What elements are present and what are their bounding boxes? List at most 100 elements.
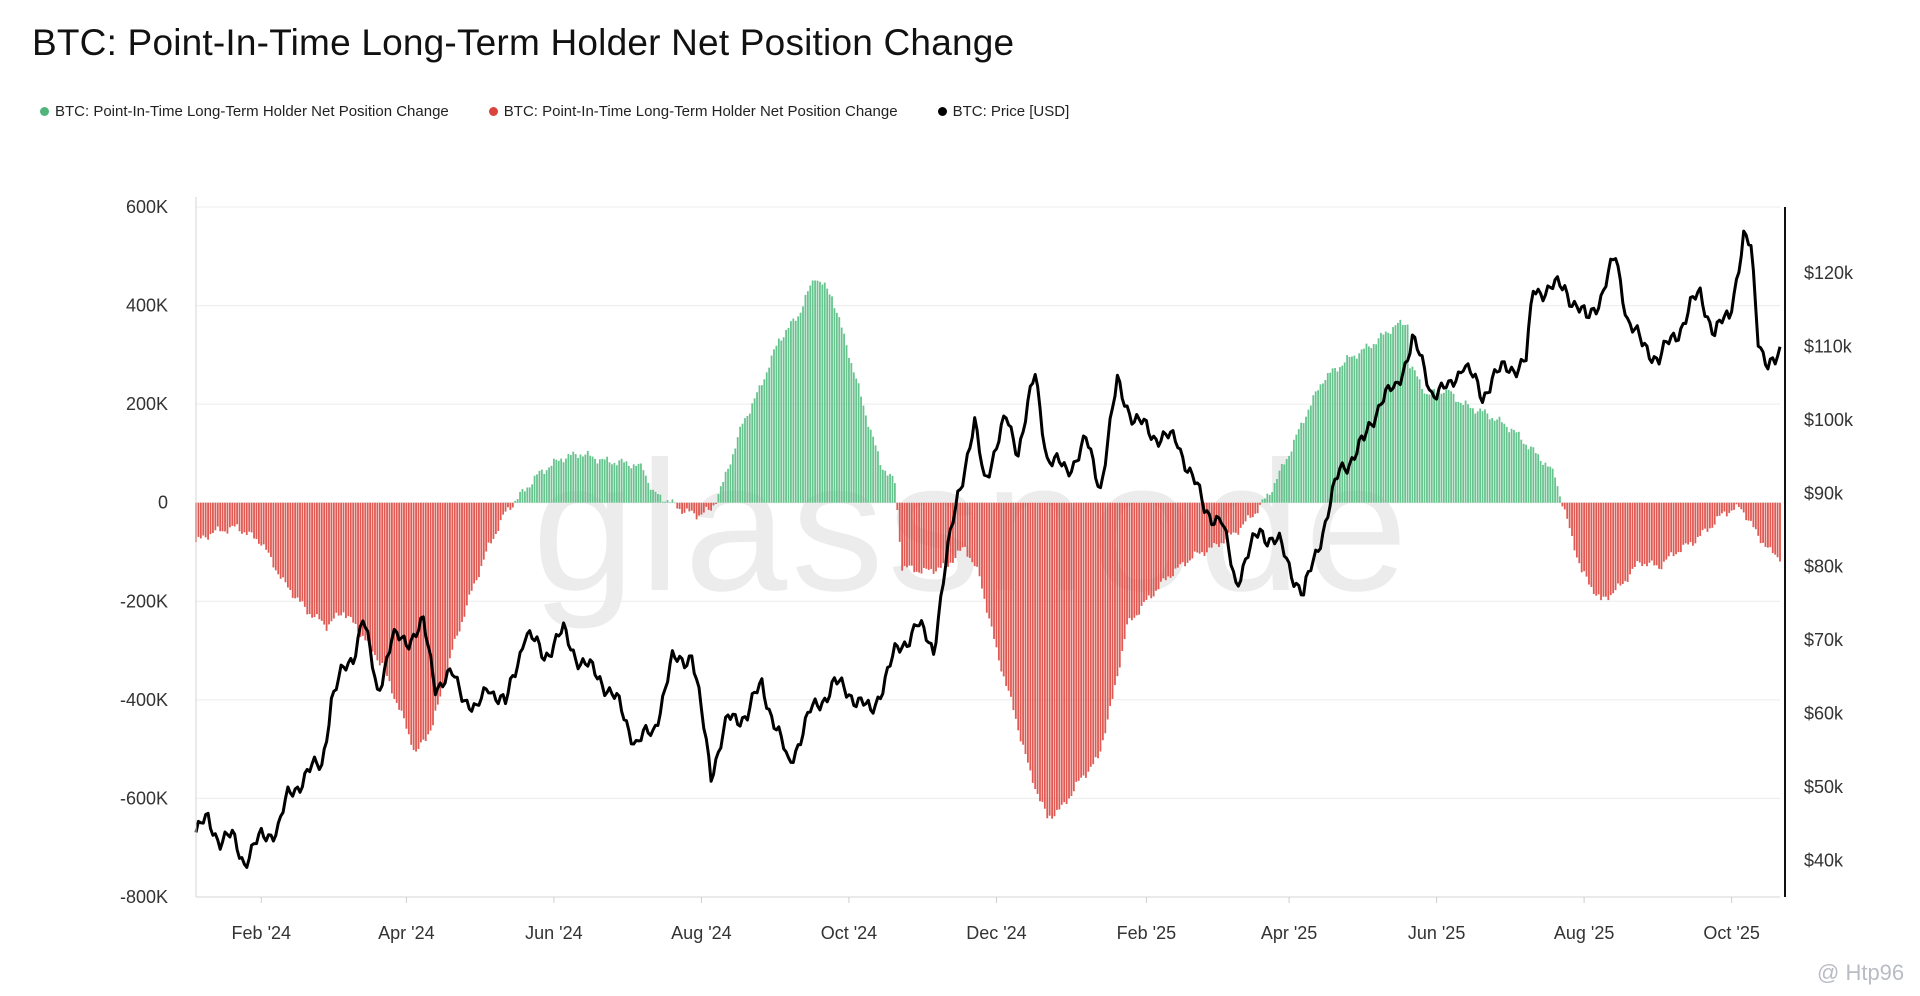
net-position-bar bbox=[695, 502, 698, 520]
net-position-bar bbox=[1537, 454, 1540, 503]
net-position-bar bbox=[439, 502, 442, 697]
net-position-bar bbox=[1218, 502, 1220, 548]
net-position-bar bbox=[378, 502, 381, 666]
x-axis-labels: Feb '24 Apr '24 Jun '24 Aug '24 Oct '24 Dec '… bbox=[232, 897, 1760, 943]
net-position-bar bbox=[1242, 502, 1245, 525]
net-position-bar bbox=[1133, 502, 1136, 618]
net-position-bar bbox=[1256, 502, 1259, 514]
net-position-bar bbox=[698, 502, 700, 516]
net-position-bar bbox=[1575, 502, 1578, 558]
x-tick-label: Feb '24 bbox=[232, 923, 291, 943]
net-position-bar bbox=[1542, 464, 1544, 503]
legend-item-green[interactable]: BTC: Point-In-Time Long-Term Holder Net … bbox=[40, 103, 449, 120]
net-position-bar bbox=[850, 363, 853, 503]
net-position-bar bbox=[1353, 355, 1356, 503]
net-position-bar bbox=[666, 500, 669, 503]
net-position-bar bbox=[569, 455, 572, 503]
y-right-tick-label: $110k bbox=[1804, 336, 1853, 356]
net-position-bar bbox=[1631, 502, 1634, 569]
net-position-bar bbox=[598, 459, 601, 503]
net-position-bar bbox=[485, 502, 488, 552]
net-position-bar bbox=[1723, 502, 1726, 512]
net-position-bar bbox=[1641, 502, 1644, 567]
net-position-bar bbox=[1556, 486, 1559, 503]
net-position-bar bbox=[1300, 422, 1303, 503]
net-position-bar bbox=[1075, 502, 1078, 782]
net-position-bar bbox=[243, 502, 246, 533]
net-position-bar bbox=[1150, 502, 1153, 599]
net-position-bar bbox=[359, 502, 362, 637]
net-position-bar bbox=[1174, 502, 1177, 569]
net-position-bar bbox=[197, 502, 200, 537]
net-position-bar bbox=[1014, 502, 1017, 719]
net-position-bar bbox=[1476, 411, 1479, 503]
net-position-bar bbox=[1341, 365, 1344, 503]
net-position-bar bbox=[1706, 502, 1709, 532]
net-position-bar bbox=[461, 502, 463, 622]
net-position-bar bbox=[1515, 432, 1518, 503]
net-position-bar bbox=[1767, 502, 1769, 548]
net-position-bar bbox=[231, 502, 234, 526]
net-position-bar bbox=[1638, 502, 1641, 563]
net-position-bar bbox=[328, 502, 330, 625]
net-position-bar bbox=[906, 502, 908, 568]
net-position-bar bbox=[855, 378, 858, 503]
net-position-bar bbox=[1302, 423, 1305, 503]
net-position-bar bbox=[1508, 432, 1511, 503]
net-position-bar bbox=[1711, 502, 1714, 528]
net-position-bar bbox=[985, 502, 988, 613]
legend-item-price[interactable]: BTC: Price [USD] bbox=[937, 103, 1069, 120]
net-position-bar bbox=[1389, 333, 1392, 503]
net-position-bar bbox=[393, 502, 396, 699]
net-position-bar bbox=[1566, 502, 1569, 519]
net-position-bar bbox=[1430, 389, 1433, 503]
net-position-bar bbox=[1080, 502, 1083, 778]
net-position-bar bbox=[1580, 502, 1583, 573]
net-position-bar bbox=[1375, 344, 1378, 503]
net-position-bar bbox=[601, 458, 604, 503]
net-position-bar bbox=[1060, 502, 1063, 805]
net-position-bar bbox=[1607, 502, 1610, 601]
price-line bbox=[194, 229, 1782, 869]
net-position-bar bbox=[1191, 502, 1194, 559]
net-position-bar bbox=[671, 499, 674, 503]
net-position-bar bbox=[821, 284, 824, 503]
net-position-bar bbox=[1135, 502, 1138, 616]
net-position-bar bbox=[403, 502, 405, 719]
net-position-bar bbox=[1283, 464, 1286, 503]
legend-item-red[interactable]: BTC: Point-In-Time Long-Term Holder Net … bbox=[488, 103, 898, 120]
net-position-bar bbox=[988, 502, 991, 619]
net-position-bar bbox=[216, 502, 219, 527]
net-position-bar bbox=[678, 502, 681, 509]
axes bbox=[195, 197, 1786, 898]
net-position-bar bbox=[1227, 502, 1230, 533]
net-position-bar bbox=[1428, 394, 1431, 503]
net-position-bar bbox=[848, 357, 850, 503]
net-position-bar bbox=[366, 502, 369, 641]
net-position-bar bbox=[935, 502, 937, 572]
net-position-bar bbox=[1404, 324, 1407, 503]
net-position-bar bbox=[997, 502, 1000, 661]
net-position-bar bbox=[1193, 502, 1196, 552]
net-position-bar bbox=[415, 502, 417, 752]
net-position-bar bbox=[1418, 379, 1421, 503]
net-position-bar bbox=[1261, 499, 1264, 503]
net-position-bar bbox=[1089, 502, 1092, 767]
net-position-bar bbox=[250, 502, 253, 533]
net-position-bar bbox=[562, 462, 565, 503]
net-position-bar bbox=[1522, 443, 1525, 503]
net-position-bar bbox=[1259, 502, 1261, 505]
net-position-bar bbox=[635, 465, 638, 503]
net-position-bar bbox=[1708, 502, 1711, 529]
net-position-bar bbox=[1365, 343, 1368, 503]
net-position-bar bbox=[913, 502, 916, 573]
net-position-bar bbox=[1176, 502, 1179, 568]
net-position-bar bbox=[724, 471, 727, 503]
net-position-bar bbox=[349, 502, 352, 617]
net-position-bar bbox=[219, 502, 222, 532]
net-position-bar bbox=[1162, 502, 1165, 579]
net-position-bar bbox=[531, 484, 534, 503]
net-position-bar bbox=[383, 502, 386, 670]
net-position-bar bbox=[444, 502, 446, 684]
